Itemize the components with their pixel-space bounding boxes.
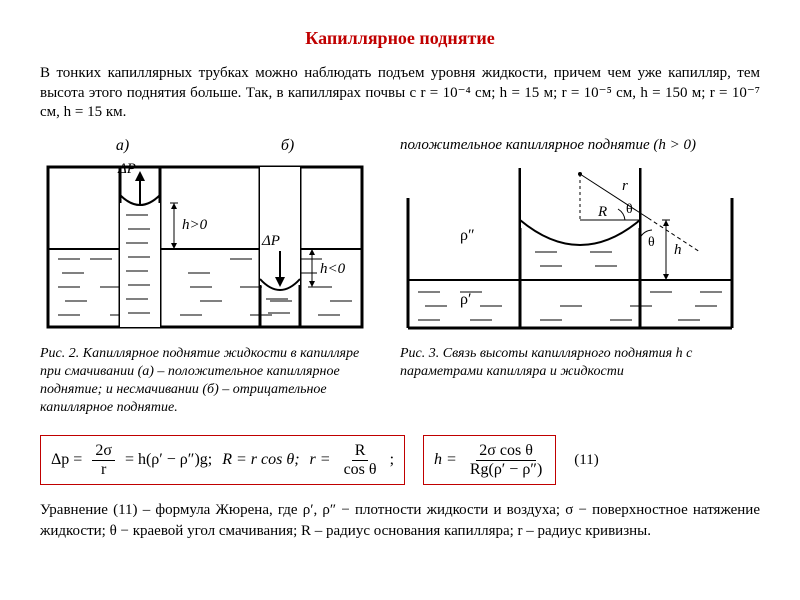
fig2-label-b: б) [205,137,370,155]
fig3-rho2: ρ″ [460,227,475,244]
fig3-r: r [622,178,628,194]
figure-2: а) б) [40,137,370,334]
fig3-header: положительное капиллярное поднятие (h > … [400,137,760,154]
fig3-rho1: ρ′ [460,291,471,308]
eq-frac1: 2σ r [92,442,115,478]
eq-dp: Δp = [51,451,82,469]
equations-row: Δp = 2σ r = h(ρ′ − ρ″)g; R = r cos θ; r … [40,435,760,485]
eq-semi: ; [390,451,394,469]
eq-Rexpr: R = r cos θ; [222,451,299,469]
fig3-R: R [597,204,607,220]
captions-row: Рис. 2. Капиллярное поднятие жидкости в … [40,345,760,418]
fig2-dp-b: ΔP [261,233,280,249]
caption-fig2: Рис. 2. Капиллярное поднятие жидкости в … [40,345,370,418]
fig3-theta-top: θ [626,202,633,217]
footnote-text: Уравнение (11) – формула Жюрена, где ρ′,… [40,500,760,541]
eq-hlhs: h = [434,451,457,469]
equation-box-1: Δp = 2σ r = h(ρ′ − ρ″)g; R = r cos θ; r … [40,435,405,485]
equation-number: (11) [574,452,598,469]
page-title: Капиллярное поднятие [40,28,760,49]
fig2-hpos: h>0 [182,217,208,233]
equation-box-2: h = 2σ cos θ Rg(ρ′ − ρ″) [423,435,556,485]
figure-3: положительное капиллярное поднятие (h > … [400,137,760,335]
intro-text: В тонких капиллярных трубках можно наблю… [40,64,760,123]
fig2-label-a: а) [40,137,205,155]
fig3-svg: r R θ θ h ρ″ ρ′ [400,160,740,335]
eq-frac2: R cos θ [341,442,380,478]
fig2-svg: ΔP h>0 [40,159,370,334]
fig2-dp-a: ΔP [117,161,136,177]
fig2-hneg: h<0 [320,261,346,277]
fig3-h: h [674,242,682,258]
eq-mid1: = h(ρ′ − ρ″)g; [125,451,212,469]
figures-row: а) б) [40,137,760,335]
fig3-theta-wall: θ [648,235,655,250]
eq-rlhs: r = [310,451,331,469]
eq-frac3: 2σ cos θ Rg(ρ′ − ρ″) [467,442,545,478]
caption-fig3: Рис. 3. Связь высоты капиллярного поднят… [400,345,760,418]
